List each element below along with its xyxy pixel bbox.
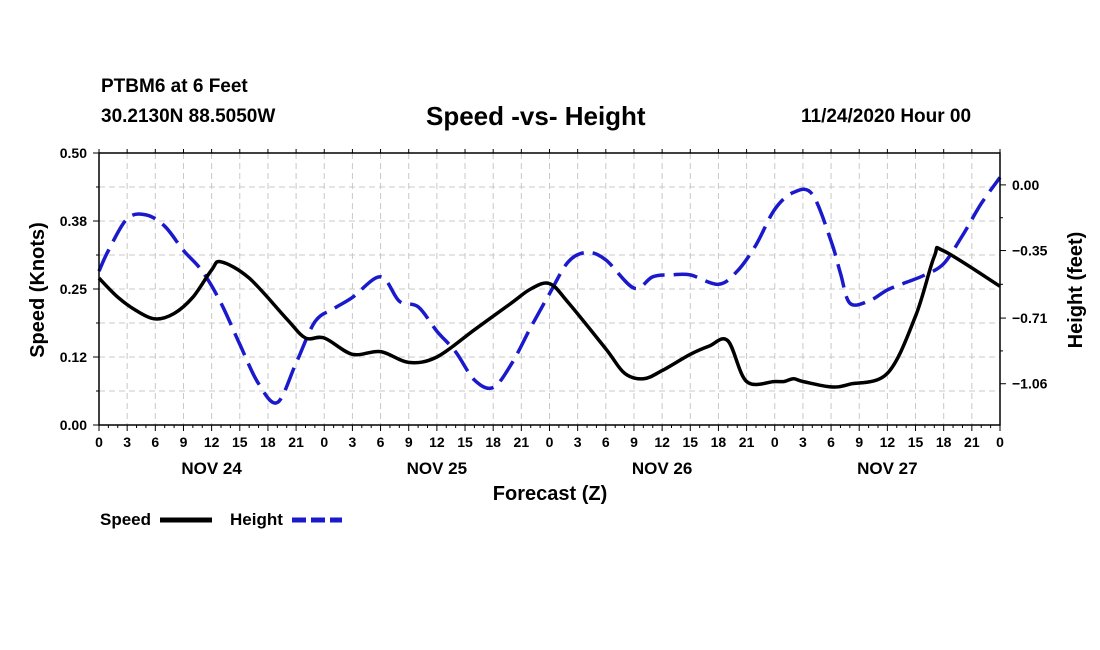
x-tick-label: 9 bbox=[180, 434, 188, 450]
x-tick-label: 18 bbox=[936, 434, 952, 450]
x-tick-label: 3 bbox=[349, 434, 357, 450]
height-series-line bbox=[97, 176, 1002, 405]
x-tick-label: 15 bbox=[232, 434, 248, 450]
x-axis-label: Forecast (Z) bbox=[493, 483, 607, 505]
x-tick-label: 12 bbox=[880, 434, 896, 450]
x-tick-label: 6 bbox=[377, 434, 385, 450]
speed-series-line bbox=[97, 245, 1001, 389]
forecast-date-label: 11/24/2020 Hour 00 bbox=[801, 106, 972, 127]
grid-layer bbox=[99, 153, 1000, 425]
day-label: NOV 26 bbox=[632, 459, 692, 478]
x-tick-label: 3 bbox=[799, 434, 807, 450]
x-tick-label: 15 bbox=[682, 434, 698, 450]
x-tick-label: 0 bbox=[996, 434, 1004, 450]
y-tick-label: 0.38 bbox=[60, 213, 87, 229]
x-tick-label: 0 bbox=[95, 434, 103, 450]
y-tick-label: 0.50 bbox=[60, 145, 87, 161]
x-tick-label: 9 bbox=[855, 434, 863, 450]
x-tick-label: 3 bbox=[123, 434, 131, 450]
series-layer bbox=[97, 176, 1002, 405]
x-tick-label: 21 bbox=[288, 434, 304, 450]
day-label: NOV 27 bbox=[857, 459, 917, 478]
y2-axis-label: Height (feet) bbox=[1065, 232, 1087, 349]
y2-tick-label: 0.00 bbox=[1012, 177, 1039, 193]
x-tick-label: 0 bbox=[320, 434, 328, 450]
legend-label-height: Height bbox=[230, 510, 283, 529]
x-tick-label: 18 bbox=[485, 434, 501, 450]
x-tick-label: 0 bbox=[546, 434, 554, 450]
day-label: NOV 24 bbox=[181, 459, 242, 478]
x-tick-label: 6 bbox=[827, 434, 835, 450]
x-tick-label: 21 bbox=[739, 434, 755, 450]
x-tick-label: 18 bbox=[260, 434, 276, 450]
station-label: PTBM6 at 6 Feet bbox=[101, 76, 248, 97]
axis-layer: 0 3 6 9 12 15 18 21 0 3 6 9 12 15 18 21 0 3 6 9 12 15 18 21 0 3 6 9… bbox=[60, 145, 1048, 478]
x-tick-label: 12 bbox=[429, 434, 445, 450]
y2-tick-label: −0.71 bbox=[1012, 310, 1048, 326]
legend-label-speed: Speed bbox=[100, 510, 151, 529]
y-tick-label: 0.12 bbox=[60, 349, 87, 365]
coordinates-label: 30.2130N 88.5050W bbox=[101, 106, 276, 127]
x-tick-label: 12 bbox=[654, 434, 670, 450]
x-tick-label: 21 bbox=[964, 434, 980, 450]
x-tick-label: 0 bbox=[771, 434, 779, 450]
x-tick-label: 15 bbox=[908, 434, 924, 450]
legend: Speed Height bbox=[100, 510, 342, 529]
x-tick-label: 6 bbox=[602, 434, 610, 450]
x-tick-label: 21 bbox=[514, 434, 530, 450]
y-tick-label: 0.00 bbox=[60, 417, 87, 433]
y2-tick-label: −0.35 bbox=[1012, 243, 1048, 259]
x-tick-label: 9 bbox=[630, 434, 638, 450]
chart-title: Speed -vs- Height bbox=[426, 101, 646, 131]
y-tick-label: 0.25 bbox=[60, 281, 87, 297]
x-tick-label: 6 bbox=[151, 434, 159, 450]
x-tick-label: 3 bbox=[574, 434, 582, 450]
x-tick-label: 12 bbox=[204, 434, 220, 450]
y-axis-label: Speed (Knots) bbox=[27, 222, 49, 358]
y2-tick-label: −1.06 bbox=[1012, 376, 1048, 392]
x-tick-label: 9 bbox=[405, 434, 413, 450]
x-tick-label: 18 bbox=[711, 434, 727, 450]
x-tick-label: 15 bbox=[457, 434, 473, 450]
day-label: NOV 25 bbox=[407, 459, 467, 478]
